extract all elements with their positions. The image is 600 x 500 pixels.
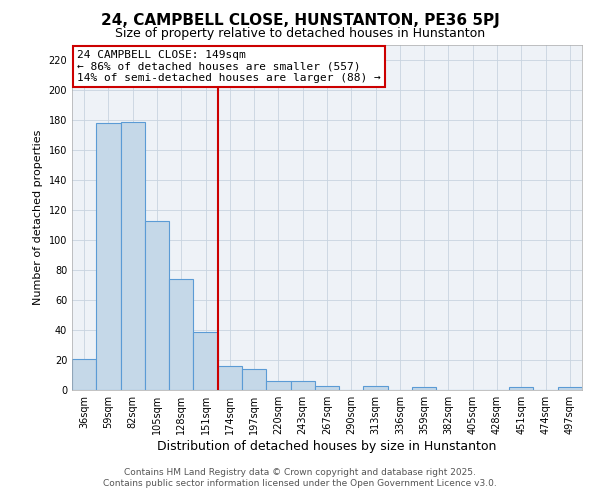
Y-axis label: Number of detached properties: Number of detached properties <box>33 130 43 305</box>
Bar <box>315 386 339 390</box>
Bar <box>193 332 218 390</box>
Bar <box>72 358 96 390</box>
X-axis label: Distribution of detached houses by size in Hunstanton: Distribution of detached houses by size … <box>157 440 497 453</box>
Bar <box>509 387 533 390</box>
Bar <box>558 387 582 390</box>
Bar <box>121 122 145 390</box>
Bar <box>218 366 242 390</box>
Bar <box>169 279 193 390</box>
Text: 24 CAMPBELL CLOSE: 149sqm
← 86% of detached houses are smaller (557)
14% of semi: 24 CAMPBELL CLOSE: 149sqm ← 86% of detac… <box>77 50 381 84</box>
Bar <box>266 381 290 390</box>
Text: 24, CAMPBELL CLOSE, HUNSTANTON, PE36 5PJ: 24, CAMPBELL CLOSE, HUNSTANTON, PE36 5PJ <box>101 12 499 28</box>
Bar <box>364 386 388 390</box>
Text: Size of property relative to detached houses in Hunstanton: Size of property relative to detached ho… <box>115 28 485 40</box>
Bar <box>96 123 121 390</box>
Bar <box>242 369 266 390</box>
Bar <box>290 381 315 390</box>
Bar <box>145 220 169 390</box>
Text: Contains HM Land Registry data © Crown copyright and database right 2025.
Contai: Contains HM Land Registry data © Crown c… <box>103 468 497 487</box>
Bar <box>412 387 436 390</box>
